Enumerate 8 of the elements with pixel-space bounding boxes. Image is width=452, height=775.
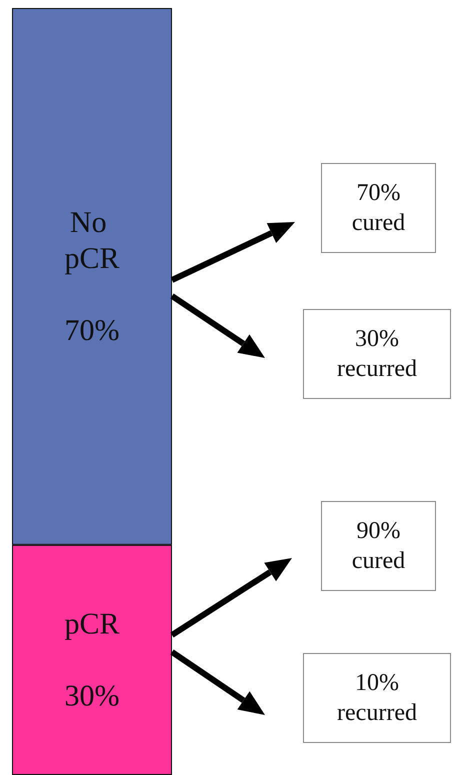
series-label: pCR	[64, 607, 120, 640]
text: 70% cured	[321, 163, 436, 253]
text: 30% recurred	[303, 309, 451, 399]
data-label: 70%	[64, 314, 120, 347]
data-label: 30%	[64, 679, 120, 712]
text: 90% cured	[321, 501, 436, 591]
series-label: No pCR	[64, 206, 120, 275]
text: 10% recurred	[303, 653, 451, 743]
